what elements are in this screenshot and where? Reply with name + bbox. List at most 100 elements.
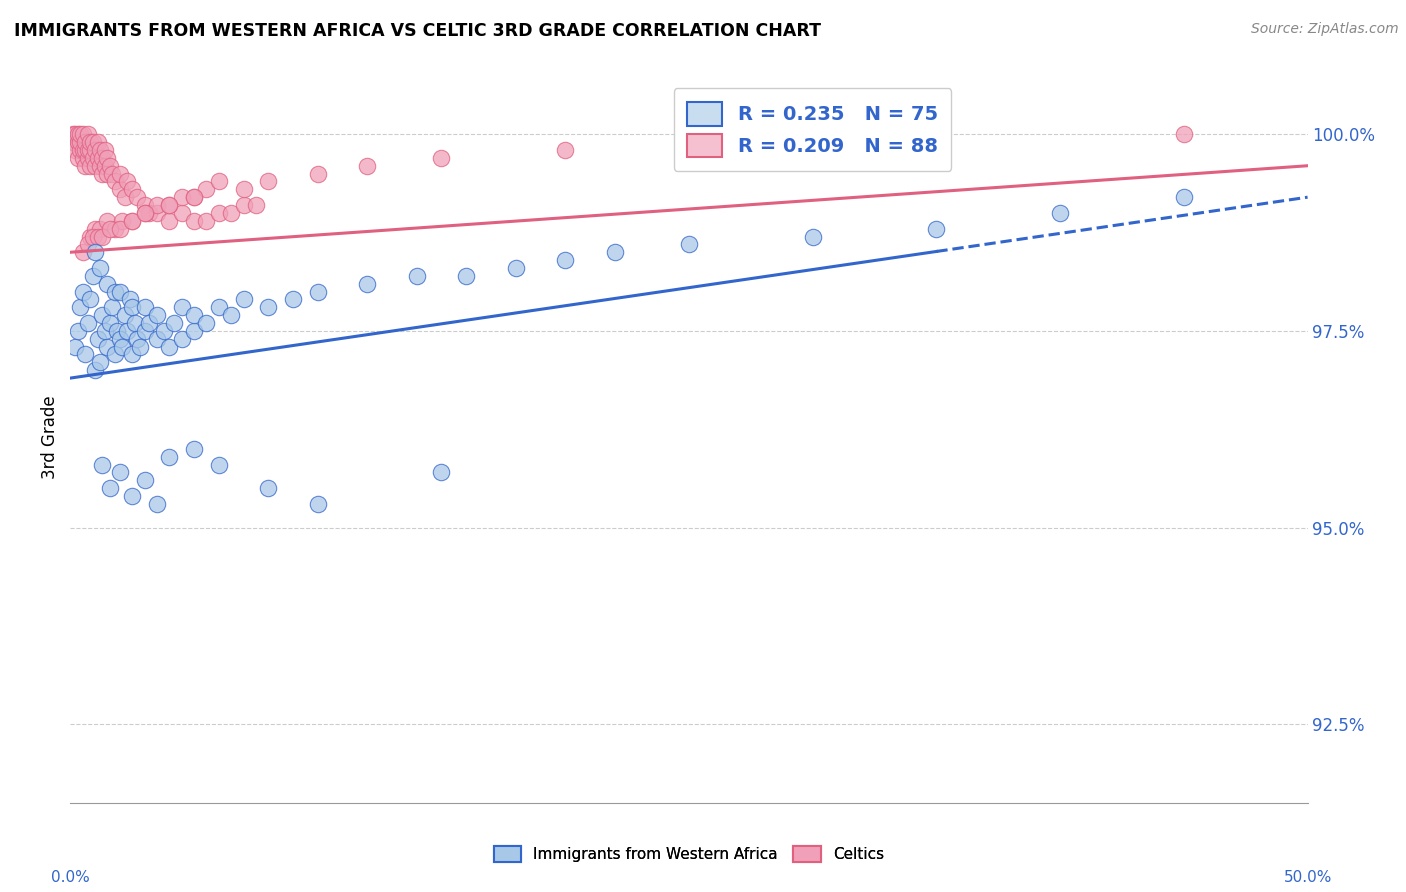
Point xyxy=(121,301,143,315)
Point xyxy=(146,308,169,322)
Point xyxy=(157,198,180,212)
Point xyxy=(108,182,131,196)
Point xyxy=(108,221,131,235)
Point xyxy=(62,128,84,142)
Point xyxy=(79,293,101,307)
Point xyxy=(82,135,104,149)
Point xyxy=(65,128,87,142)
Point xyxy=(281,293,304,307)
Point xyxy=(62,135,84,149)
Point xyxy=(146,206,169,220)
Point xyxy=(114,308,136,322)
Point xyxy=(76,237,98,252)
Point xyxy=(257,481,280,495)
Point xyxy=(104,285,127,299)
Point xyxy=(86,229,108,244)
Point xyxy=(69,143,91,157)
Point xyxy=(84,245,107,260)
Point xyxy=(127,332,149,346)
Point xyxy=(146,497,169,511)
Point xyxy=(115,324,138,338)
Point xyxy=(153,324,176,338)
Point xyxy=(98,159,121,173)
Point xyxy=(678,237,700,252)
Point xyxy=(76,143,98,157)
Point xyxy=(118,293,141,307)
Point xyxy=(157,214,180,228)
Point xyxy=(219,308,242,322)
Point xyxy=(89,221,111,235)
Point xyxy=(121,347,143,361)
Point xyxy=(183,214,205,228)
Point xyxy=(183,324,205,338)
Point xyxy=(72,143,94,157)
Point xyxy=(219,206,242,220)
Point xyxy=(170,301,193,315)
Point xyxy=(163,316,186,330)
Point xyxy=(98,316,121,330)
Point xyxy=(84,221,107,235)
Point xyxy=(232,198,254,212)
Point xyxy=(96,340,118,354)
Point xyxy=(89,159,111,173)
Point xyxy=(86,332,108,346)
Point xyxy=(115,174,138,188)
Point xyxy=(98,481,121,495)
Point xyxy=(456,268,478,283)
Point xyxy=(104,174,127,188)
Point xyxy=(170,332,193,346)
Point xyxy=(111,214,134,228)
Point xyxy=(66,151,89,165)
Text: IMMIGRANTS FROM WESTERN AFRICA VS CELTIC 3RD GRADE CORRELATION CHART: IMMIGRANTS FROM WESTERN AFRICA VS CELTIC… xyxy=(14,22,821,40)
Point xyxy=(554,253,576,268)
Point xyxy=(96,277,118,291)
Point xyxy=(84,143,107,157)
Point xyxy=(195,316,218,330)
Text: 50.0%: 50.0% xyxy=(1284,870,1331,885)
Point xyxy=(138,206,160,220)
Point xyxy=(105,324,128,338)
Point xyxy=(96,167,118,181)
Point xyxy=(307,497,329,511)
Point xyxy=(91,458,114,472)
Point xyxy=(157,450,180,464)
Point xyxy=(1173,190,1195,204)
Point xyxy=(75,143,97,157)
Point xyxy=(72,285,94,299)
Point xyxy=(108,332,131,346)
Point xyxy=(76,316,98,330)
Point xyxy=(128,340,150,354)
Point xyxy=(430,151,453,165)
Point xyxy=(134,198,156,212)
Point xyxy=(134,473,156,487)
Point xyxy=(79,159,101,173)
Point xyxy=(208,206,231,220)
Point xyxy=(108,167,131,181)
Point xyxy=(94,143,117,157)
Point xyxy=(134,206,156,220)
Point xyxy=(183,190,205,204)
Point xyxy=(108,466,131,480)
Legend: Immigrants from Western Africa, Celtics: Immigrants from Western Africa, Celtics xyxy=(488,840,890,868)
Point xyxy=(183,308,205,322)
Point xyxy=(356,277,378,291)
Point xyxy=(603,245,626,260)
Point xyxy=(101,167,124,181)
Point xyxy=(96,151,118,165)
Point xyxy=(69,301,91,315)
Point xyxy=(86,135,108,149)
Point xyxy=(134,324,156,338)
Point xyxy=(170,206,193,220)
Point xyxy=(94,159,117,173)
Point xyxy=(208,174,231,188)
Point xyxy=(146,332,169,346)
Point xyxy=(82,229,104,244)
Point xyxy=(72,245,94,260)
Point xyxy=(232,182,254,196)
Point xyxy=(232,293,254,307)
Point xyxy=(1173,128,1195,142)
Point xyxy=(66,135,89,149)
Point xyxy=(82,268,104,283)
Point xyxy=(89,260,111,275)
Point xyxy=(84,363,107,377)
